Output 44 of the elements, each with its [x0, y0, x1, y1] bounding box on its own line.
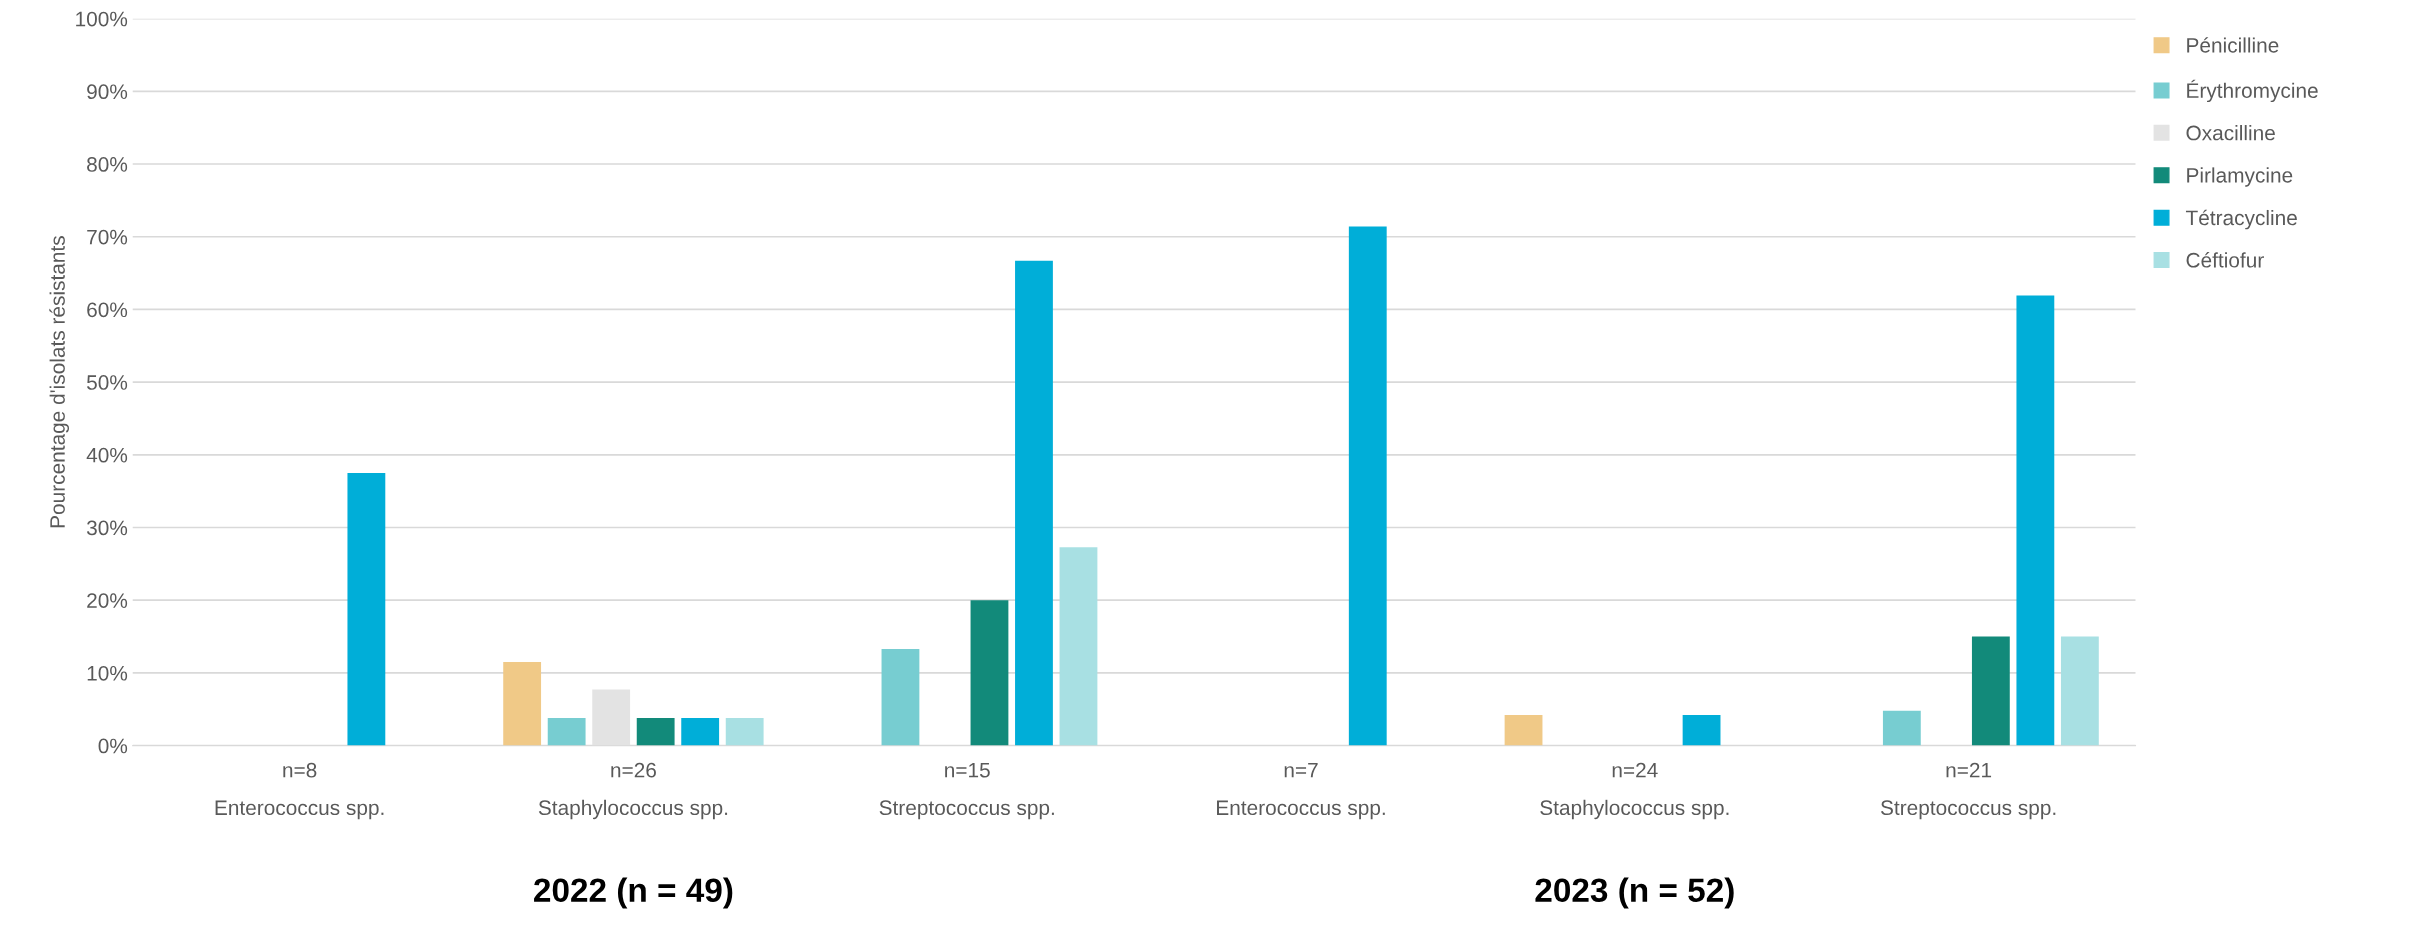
legend-label: Érythromycine — [2187, 79, 2318, 103]
y-tick-label: 70% — [87, 229, 128, 245]
text: 2022 (n = 49) — [534, 877, 733, 909]
y-tick-label: 90% — [87, 84, 128, 100]
bar — [636, 717, 675, 746]
bar — [592, 689, 631, 746]
bar — [2016, 295, 2055, 746]
y-tick-label: 0% — [98, 738, 128, 754]
bar — [547, 717, 586, 746]
x-tick-label: n=26 Staphylococcus spp. — [538, 762, 728, 820]
x-tick-label: n=7 Enterococcus spp. — [1217, 763, 1385, 820]
bar — [347, 472, 386, 746]
bar — [881, 648, 920, 746]
legend-label: Pénicilline — [2187, 37, 2279, 53]
y-tick-label: 60% — [87, 302, 128, 318]
bar — [1059, 547, 1098, 746]
x-tick-label: n=15 Streptococcus spp. — [879, 763, 1054, 820]
bar — [725, 717, 764, 746]
legend-label: Pirlamycine — [2187, 167, 2293, 187]
legend-label: Céftiofur — [2186, 252, 2264, 268]
bar — [681, 717, 720, 746]
y-tick-label: 30% — [86, 520, 128, 536]
bar — [1971, 636, 2010, 746]
y-tick-label: 100% — [76, 11, 128, 27]
x-tick-label: n=24 Staphylococcus spp. — [1540, 762, 1729, 820]
legend-label: Oxacilline — [2186, 125, 2275, 141]
bar — [1882, 710, 1921, 746]
y-axis-title: Pourcentage d'isolats résistants — [49, 236, 70, 528]
bar — [1682, 715, 1721, 746]
y-tick-label: 40% — [86, 447, 128, 463]
text: 2023 (n = 52) — [1535, 877, 1734, 909]
bar — [2060, 636, 2099, 746]
x-tick-label: n=21 Streptococcus spp. — [1880, 762, 2056, 820]
y-tick-label: 50% — [86, 375, 128, 390]
bar — [503, 662, 542, 746]
bar — [1015, 260, 1053, 746]
bar — [970, 600, 1009, 746]
y-tick-label: 20% — [87, 593, 128, 608]
x-tick-label: n=8 Enterococcus spp. — [215, 762, 384, 820]
bar — [1504, 715, 1543, 746]
bar — [1348, 226, 1387, 746]
y-tick-label: 80% — [87, 157, 128, 172]
y-tick-label: 10% — [87, 665, 128, 681]
legend-label: Tétracycline — [2185, 209, 2297, 230]
